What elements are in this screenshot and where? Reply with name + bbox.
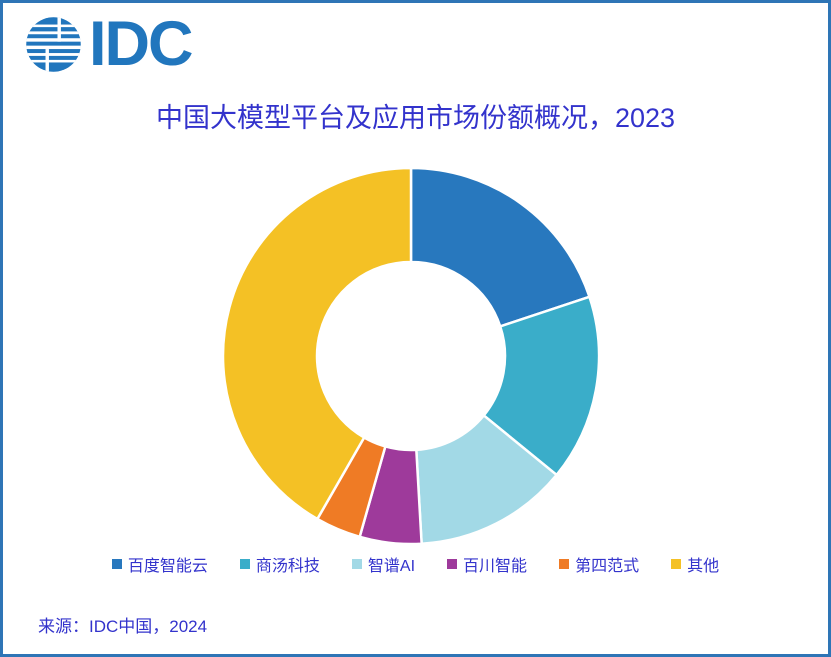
legend-item-4paradigm: 第四范式 — [559, 552, 639, 576]
legend-marker-icon — [447, 559, 458, 569]
legend-label: 智谱AI — [367, 558, 416, 575]
donut-slice-baidu-ai-cloud — [409, 166, 592, 328]
donut-slice-sensetime — [482, 295, 601, 477]
legend-marker-icon — [351, 559, 362, 569]
legend-marker-icon — [239, 559, 250, 569]
legend-item-baichuan-ai: 百川智能 — [447, 552, 527, 576]
chart-title: 中国大模型平台及应用市场份额概况，2023 — [155, 103, 676, 133]
chart-legend: 百度智能云 商汤科技 智谱AI 百川智能 第四范式 其他 — [0, 552, 831, 576]
legend-label: 百川智能 — [463, 558, 528, 575]
donut-chart — [211, 156, 611, 556]
source-note: 来源：IDC中国，2024 — [38, 617, 208, 636]
legend-label: 其他 — [687, 558, 720, 575]
legend-label: 商汤科技 — [255, 558, 320, 575]
legend-marker-icon — [111, 559, 122, 569]
legend-marker-icon — [671, 559, 682, 569]
idc-logo-text: IDC — [89, 9, 193, 79]
legend-item-others: 其他 — [671, 552, 719, 576]
legend-label: 第四范式 — [575, 558, 640, 575]
donut-slice-others — [221, 166, 413, 521]
legend-item-zhipu-ai: 智谱AI — [351, 552, 416, 576]
legend-item-baidu-ai-cloud: 百度智能云 — [111, 552, 208, 576]
legend-item-sensetime: 商汤科技 — [239, 552, 320, 576]
idc-globe-icon — [26, 17, 81, 72]
legend-marker-icon — [559, 559, 570, 569]
idc-logo: IDC — [25, 9, 193, 79]
legend-label: 百度智能云 — [127, 558, 208, 575]
